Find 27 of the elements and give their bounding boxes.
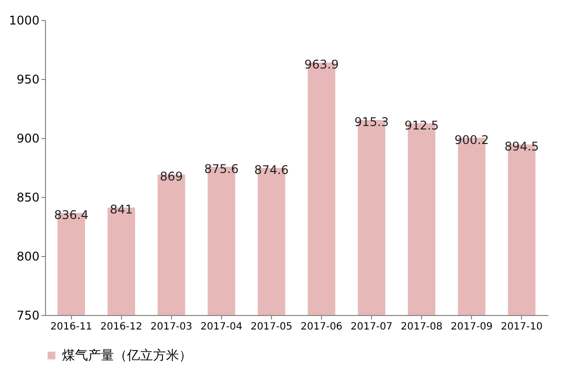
- data-label: 915.3: [354, 114, 389, 129]
- data-label: 836.4: [54, 208, 88, 222]
- data-label: 963.9: [304, 58, 339, 72]
- y-tick-label: 800: [16, 250, 40, 264]
- x-tick-label: 2017-09: [450, 322, 493, 332]
- y-tick-label: 850: [16, 190, 40, 204]
- x-tick-label: 2017-04: [200, 322, 242, 332]
- x-tick-label: 2017-06: [300, 322, 342, 332]
- x-tick-label: 2017-07: [350, 322, 392, 332]
- x-tick-label: 2016-12: [100, 322, 142, 332]
- y-tick-label: 1000: [8, 14, 40, 28]
- x-tick-label: 2017-03: [150, 322, 192, 332]
- data-label: 912.5: [404, 118, 439, 132]
- data-label: 875.6: [204, 162, 239, 176]
- x-tick-label: 2017-05: [250, 322, 292, 332]
- x-tick-label: 2016-11: [50, 322, 92, 332]
- data-label: 874.6: [254, 162, 289, 177]
- legend-label: 煤气产量（亿立方米）: [62, 348, 192, 364]
- y-tick-label: 900: [16, 132, 40, 146]
- data-label: 841: [110, 202, 133, 217]
- y-tick-label: 750: [16, 308, 40, 322]
- x-tick-label: 2017-08: [400, 322, 443, 332]
- data-label: 900.2: [454, 132, 489, 147]
- y-tick-label: 950: [16, 72, 40, 86]
- data-label: 894.5: [504, 139, 539, 154]
- data-label: 869: [160, 170, 183, 184]
- x-tick-label: 2017-10: [500, 322, 543, 332]
